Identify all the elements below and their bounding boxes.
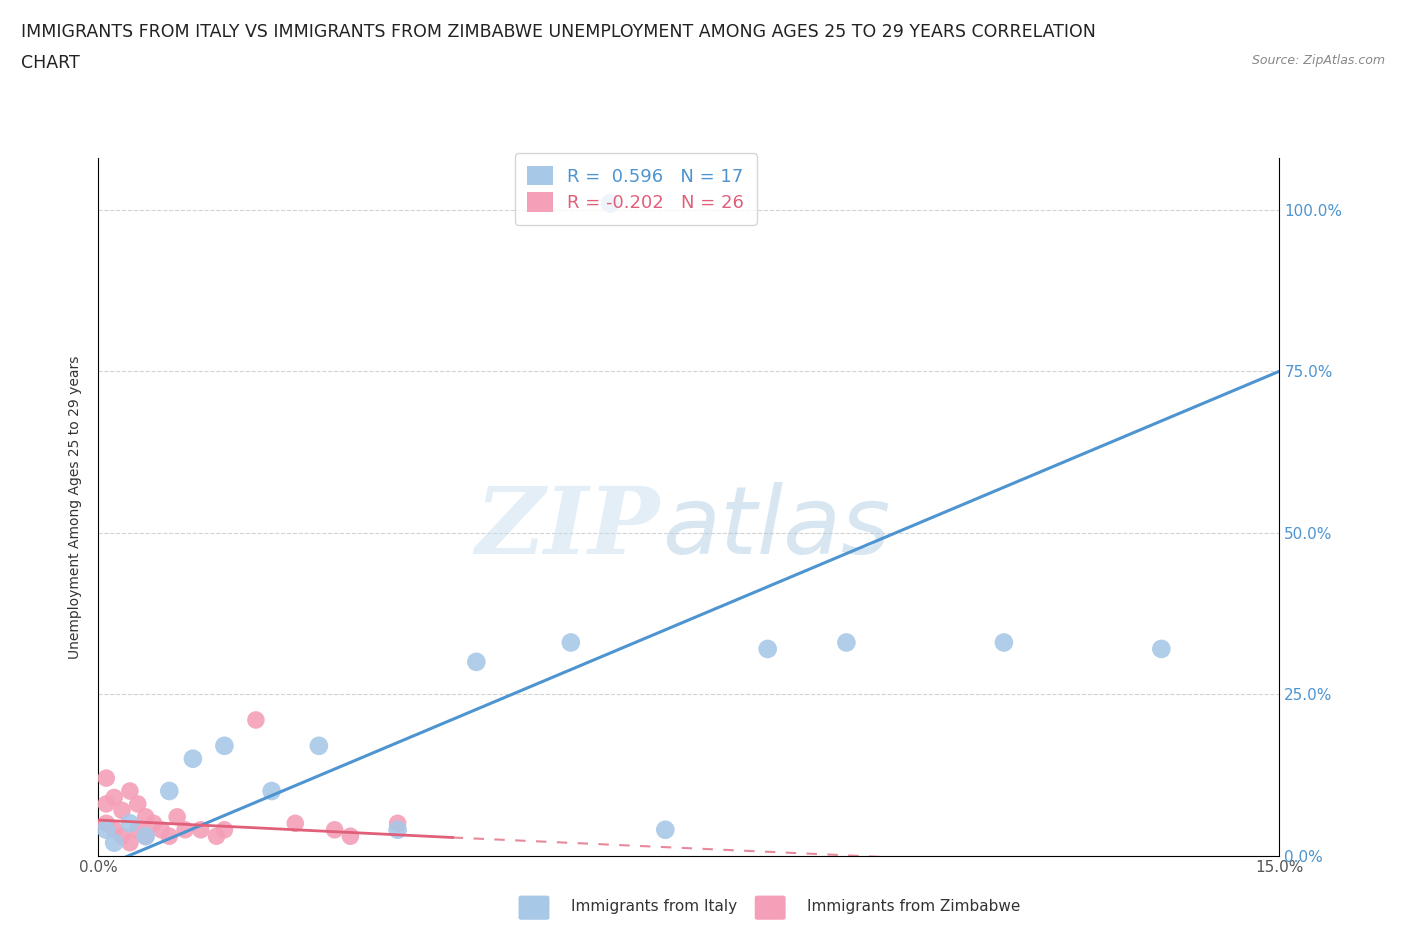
Text: Immigrants from Italy: Immigrants from Italy (571, 899, 737, 914)
Point (96, 796, 118, 811)
Point (96, 816, 118, 830)
Point (135, 829, 157, 844)
Point (654, 822, 676, 837)
Point (150, 822, 173, 837)
Point (1150, 642, 1173, 657)
Point (599, 196, 621, 211)
Point (308, 738, 330, 753)
Point (190, 822, 212, 837)
Text: ZIP: ZIP (475, 483, 659, 573)
Point (135, 829, 157, 844)
Text: Immigrants from Zimbabwe: Immigrants from Zimbabwe (807, 899, 1021, 914)
Point (260, 784, 283, 799)
Y-axis label: Unemployment Among Ages 25 to 29 years: Unemployment Among Ages 25 to 29 years (69, 355, 83, 658)
Point (103, 822, 125, 837)
Point (157, 784, 180, 799)
Point (103, 835, 125, 850)
Point (111, 829, 134, 844)
Point (96, 771, 118, 786)
Text: Source: ZipAtlas.com: Source: ZipAtlas.com (1251, 54, 1385, 67)
Text: IMMIGRANTS FROM ITALY VS IMMIGRANTS FROM ZIMBABWE UNEMPLOYMENT AMONG AGES 25 TO : IMMIGRANTS FROM ITALY VS IMMIGRANTS FROM… (21, 23, 1095, 41)
Point (205, 829, 228, 844)
Point (387, 822, 409, 837)
Text: CHART: CHART (21, 54, 80, 72)
Point (993, 635, 1015, 650)
Point (387, 816, 409, 830)
Text: atlas: atlas (662, 483, 890, 573)
Point (174, 822, 197, 837)
Point (835, 635, 858, 650)
Point (118, 835, 141, 850)
Point (157, 829, 180, 844)
Point (135, 809, 157, 824)
Point (245, 712, 267, 727)
Point (560, 635, 582, 650)
Point (166, 809, 188, 824)
Point (118, 816, 141, 830)
Point (756, 642, 779, 657)
Point (96, 822, 118, 837)
Point (214, 738, 236, 753)
Point (214, 822, 236, 837)
Point (103, 790, 125, 805)
Point (339, 829, 361, 844)
Point (127, 796, 149, 811)
Point (181, 751, 204, 766)
Point (111, 803, 134, 817)
Point (323, 822, 346, 837)
Point (118, 784, 141, 799)
Point (284, 816, 307, 830)
Point (142, 816, 165, 830)
Point (127, 822, 149, 837)
Legend: R =  0.596   N = 17, R = -0.202   N = 26: R = 0.596 N = 17, R = -0.202 N = 26 (515, 153, 756, 224)
Point (465, 655, 488, 670)
